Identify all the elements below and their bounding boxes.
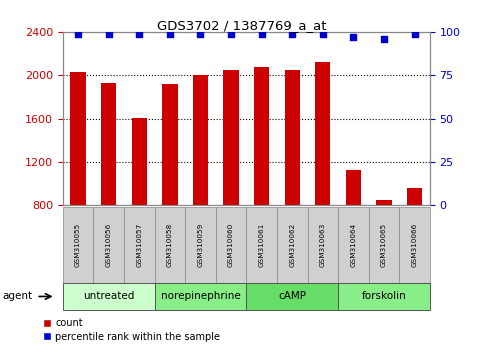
Point bbox=[135, 31, 143, 36]
Text: agent: agent bbox=[2, 291, 32, 302]
Text: GDS3702 / 1387769_a_at: GDS3702 / 1387769_a_at bbox=[157, 19, 326, 33]
Bar bbox=[162, 84, 177, 205]
Text: GSM310057: GSM310057 bbox=[136, 223, 142, 267]
Bar bbox=[315, 62, 330, 205]
Bar bbox=[407, 188, 422, 205]
Text: GSM310056: GSM310056 bbox=[106, 223, 112, 267]
Text: GSM310065: GSM310065 bbox=[381, 223, 387, 267]
Legend: count, percentile rank within the sample: count, percentile rank within the sample bbox=[43, 318, 220, 342]
Text: GSM310061: GSM310061 bbox=[258, 223, 265, 267]
Bar bbox=[101, 83, 116, 205]
Text: GSM310058: GSM310058 bbox=[167, 223, 173, 267]
Point bbox=[258, 31, 266, 36]
Text: GSM310064: GSM310064 bbox=[350, 223, 356, 267]
Bar bbox=[284, 70, 300, 205]
Bar bbox=[346, 170, 361, 205]
Point bbox=[319, 31, 327, 36]
Text: GSM310059: GSM310059 bbox=[198, 223, 203, 267]
Point bbox=[227, 31, 235, 36]
Text: cAMP: cAMP bbox=[278, 291, 306, 302]
Point bbox=[197, 31, 204, 36]
Bar bbox=[131, 118, 147, 205]
Bar bbox=[376, 200, 392, 205]
Point bbox=[166, 31, 174, 36]
Text: GSM310066: GSM310066 bbox=[412, 223, 418, 267]
Bar bbox=[71, 72, 86, 205]
Text: norepinephrine: norepinephrine bbox=[160, 291, 241, 302]
Text: GSM310063: GSM310063 bbox=[320, 223, 326, 267]
Point bbox=[350, 34, 357, 40]
Text: GSM310055: GSM310055 bbox=[75, 223, 81, 267]
Point bbox=[288, 31, 296, 36]
Text: GSM310062: GSM310062 bbox=[289, 223, 295, 267]
Point bbox=[380, 36, 388, 42]
Point bbox=[74, 31, 82, 36]
Text: GSM310060: GSM310060 bbox=[228, 223, 234, 267]
Point bbox=[411, 31, 418, 36]
Point bbox=[105, 31, 113, 36]
Text: forskolin: forskolin bbox=[362, 291, 406, 302]
Text: untreated: untreated bbox=[83, 291, 134, 302]
Bar bbox=[254, 67, 270, 205]
Bar bbox=[193, 75, 208, 205]
Bar bbox=[223, 70, 239, 205]
